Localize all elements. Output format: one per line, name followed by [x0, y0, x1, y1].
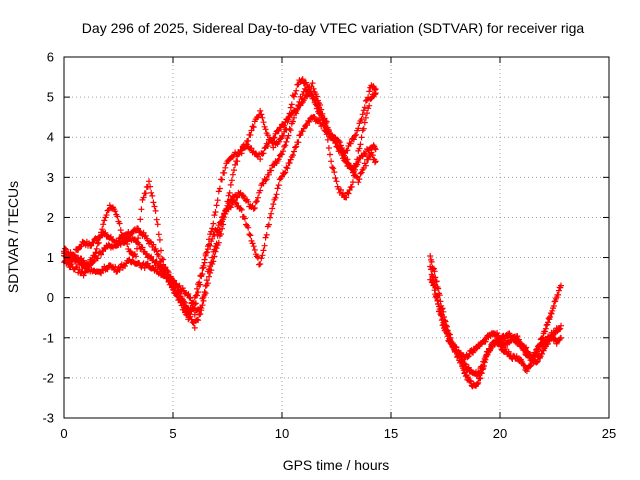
x-tick-label: 5: [169, 426, 176, 441]
y-tick-label: 4: [47, 130, 54, 145]
y-tick-label: 1: [47, 250, 54, 265]
x-tick-label: 0: [60, 426, 67, 441]
x-tick-label: 10: [275, 426, 289, 441]
y-tick-label: -1: [42, 330, 54, 345]
axis-ticks: 0 5 10 15 20 25 -3 -2 -1 0 1 2 3 4 5 6: [42, 50, 616, 442]
series-5: [427, 253, 564, 390]
x-tick-label: 25: [602, 426, 616, 441]
chart-title: Day 296 of 2025, Sidereal Day-to-day VTE…: [82, 20, 585, 36]
y-tick-label: 2: [47, 210, 54, 225]
y-tick-label: -3: [42, 411, 54, 426]
series-markers: [427, 253, 564, 390]
x-tick-label: 15: [384, 426, 398, 441]
series-3: [61, 76, 379, 323]
series-markers: [61, 76, 379, 323]
series-7: [427, 263, 564, 379]
y-tick-label: 0: [47, 290, 54, 305]
y-tick-label: 3: [47, 170, 54, 185]
y-tick-label: -2: [42, 370, 54, 385]
series-1: [61, 85, 379, 318]
data-series: [61, 76, 564, 390]
series-markers: [427, 263, 564, 379]
y-tick-label: 6: [47, 50, 54, 65]
y-tick-label: 5: [47, 90, 54, 105]
series-markers: [61, 85, 379, 318]
x-tick-label: 20: [493, 426, 507, 441]
y-axis-label: SDTVAR / TECUs: [5, 181, 21, 293]
x-axis-label: GPS time / hours: [283, 457, 390, 473]
plot-frame: [63, 56, 610, 419]
